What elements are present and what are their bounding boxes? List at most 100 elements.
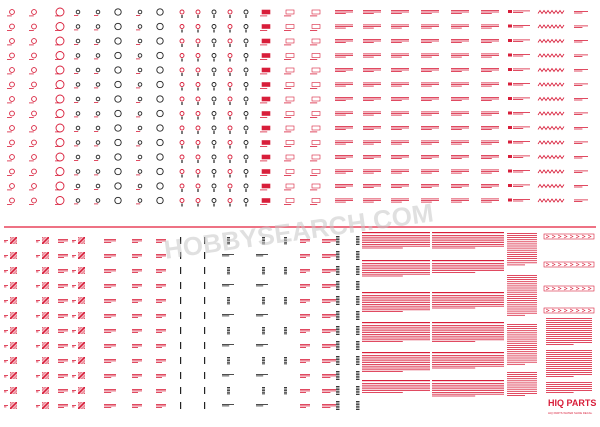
caution-stripe-icon [42,282,49,289]
ring-decal-icon [114,80,122,89]
ring-decal-icon [156,196,164,205]
text-line-decal [4,241,7,243]
text-line-decal [451,143,462,145]
ring-decal-icon [243,82,249,87]
warning-panel-text [507,363,525,365]
text-line-decal [481,127,499,129]
warning-panel-text [546,324,592,325]
text-line-decal [391,129,402,130]
caution-stripe-line [77,311,82,316]
text-line-decal [481,171,499,172]
text-line-decal [421,187,432,188]
warning-panel-text [432,264,504,266]
text-line-decal [481,198,499,200]
caution-stripe-line [11,388,18,395]
caution-stripe-line [77,251,82,256]
warning-panel-text [507,347,537,348]
text-line-decal [574,141,588,143]
ring-decal-icon [31,67,37,73]
barcode-icon [227,237,230,238]
barcode-icon [336,304,340,305]
barcode-icon [336,240,340,242]
marker-decal [213,145,215,149]
barcode-icon [356,237,360,239]
caution-stripe-line [9,386,12,389]
text-line-decal [322,377,331,378]
text-line-decal [29,102,34,104]
warning-panel-text [507,277,537,278]
text-line-decal [421,113,439,114]
barcode-icon [356,360,360,362]
ring-decal-icon [211,140,217,145]
text-line-decal [300,270,310,272]
text-line-decal [256,254,268,255]
text-line-decal [391,26,409,27]
text-line-decal [74,44,79,45]
text-line-decal [322,345,336,347]
chevron-arrow-icon [563,262,568,267]
text-line-decal [300,374,310,375]
ring-decal-icon [211,9,217,15]
ring-decal-icon [227,67,233,73]
text-line-decal [363,26,381,27]
text-line-decal [222,254,234,255]
warning-panel-text [507,237,537,238]
text-line-decal [421,140,439,142]
warning-panel-text [546,384,592,385]
text-line-decal [55,146,60,147]
post-decal [180,237,182,244]
text-line-decal [74,131,79,132]
text-line-decal [132,332,138,333]
warning-panel-text [507,342,537,344]
ring-decal-icon [243,111,249,116]
ring-decal-icon [211,67,217,73]
caution-stripe-line [41,281,48,288]
text-line-decal [284,15,292,17]
text-line-decal [136,160,141,161]
text-line-decal [300,390,310,392]
marker-decal [245,58,247,62]
text-line-decal [300,407,306,408]
text-line-decal [256,405,264,407]
text-line-decal [72,256,75,258]
barcode-icon [262,298,265,300]
text-line-decal [335,55,353,56]
text-line-decal [421,84,439,85]
label-decal [311,154,321,160]
caution-stripe-line [79,403,86,410]
marker-decal [245,203,247,207]
text-line-decal [36,346,39,348]
warning-panel-text [507,374,537,375]
zigzag-border-icon [537,169,565,174]
marker-decal [181,58,183,62]
barcode-icon [284,297,287,298]
barcode-icon [336,330,340,332]
warning-panel-text [507,241,537,243]
text-line-decal [104,314,116,315]
text-line-decal [300,375,310,377]
text-line-decal [104,332,112,333]
ring-decal-icon [243,140,249,145]
text-line-decal [132,359,142,360]
text-line-decal [310,204,318,205]
text-line-decal [94,44,99,45]
caution-stripe-line [41,296,46,301]
warning-panel-text [362,371,403,372]
zigzag-border-icon [537,82,565,87]
barcode-icon [336,254,340,256]
barcode-icon [356,254,360,256]
barcode-icon [336,375,340,377]
barcode-icon [336,319,340,320]
caution-stripe-line [45,315,50,320]
warning-panel-text [546,358,592,359]
text-line-decal [156,389,166,390]
ring-decal-icon [114,167,122,176]
ring-decal-icon [95,9,101,15]
marker-decal [181,145,183,149]
barcode-icon [227,327,230,328]
post-decal [204,297,206,304]
ring-decal-icon [55,196,65,205]
caution-stripe-line [9,266,16,273]
text-line-decal [4,330,8,331]
ring-decal-icon [179,198,185,203]
